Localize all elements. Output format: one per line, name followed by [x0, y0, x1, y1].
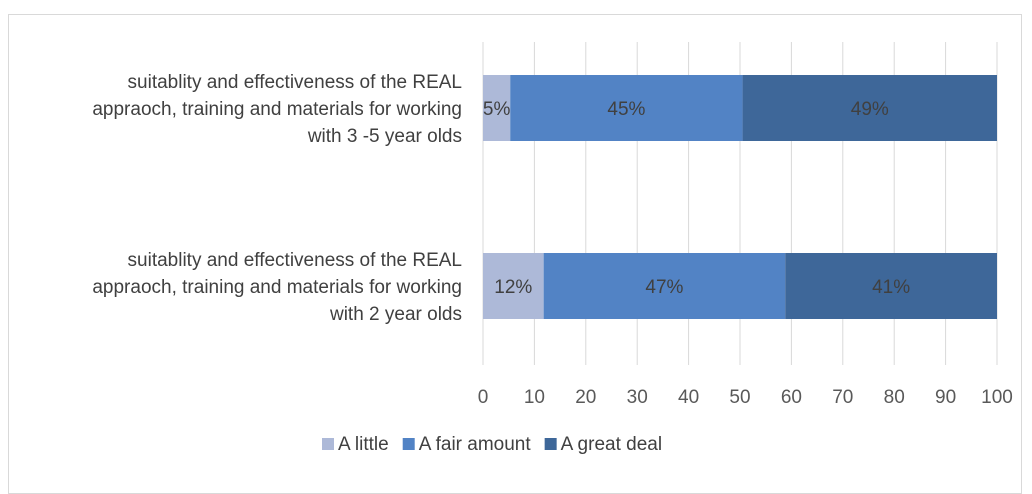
category-label: suitablity and effectiveness of the REAL…: [92, 72, 462, 147]
x-tick-label: 10: [524, 387, 545, 408]
bar-data-label: 41%: [872, 277, 910, 298]
bar-segment: [483, 253, 544, 319]
bar-data-label: 47%: [645, 277, 683, 298]
bars: 5% 45% 49% 12% 47% 41%: [483, 75, 997, 319]
legend-swatch: [322, 438, 334, 450]
category-labels: suitablity and effectiveness of the REAL…: [92, 72, 462, 325]
x-tick-label: 80: [884, 387, 905, 408]
legend-swatch: [402, 438, 415, 450]
bar-segment: [483, 75, 511, 141]
legend: A little A fair amount A great deal: [322, 434, 662, 455]
legend-label: A great deal: [561, 434, 662, 455]
chart-svg: 5% 45% 49% 12% 47% 41% suitablity and effecti…: [92, 42, 1013, 455]
bar-data-label: 45%: [607, 99, 645, 120]
chart-container: 5% 45% 49% 12% 47% 41% suitablity and effecti…: [8, 14, 1022, 494]
x-tick-label: 50: [729, 387, 750, 408]
bar-data-label: 5%: [483, 99, 511, 120]
x-tick-label: 0: [478, 387, 489, 408]
legend-swatch: [544, 438, 557, 450]
x-tick-label: 20: [575, 387, 596, 408]
bar-segment: [785, 253, 997, 319]
x-tick-label: 30: [627, 387, 648, 408]
bar-segment: [742, 75, 997, 141]
bar-segment: [543, 253, 786, 319]
x-tick-label: 40: [678, 387, 699, 408]
legend-label: A fair amount: [419, 434, 532, 455]
legend-label: A little: [338, 434, 389, 455]
x-tick-label: 70: [832, 387, 853, 408]
category-label: suitablity and effectiveness of the REAL…: [92, 250, 462, 325]
x-tick-label: 90: [935, 387, 956, 408]
bar-data-label: 49%: [851, 99, 889, 120]
bar-data-label: 12%: [494, 277, 532, 298]
x-tick-label: 60: [781, 387, 802, 408]
bar-segment: [510, 75, 743, 141]
x-tick-label: 100: [981, 387, 1013, 408]
x-axis-tick-labels: 0 10 20 30 40 50 60 70 80 90 100: [478, 387, 1013, 408]
